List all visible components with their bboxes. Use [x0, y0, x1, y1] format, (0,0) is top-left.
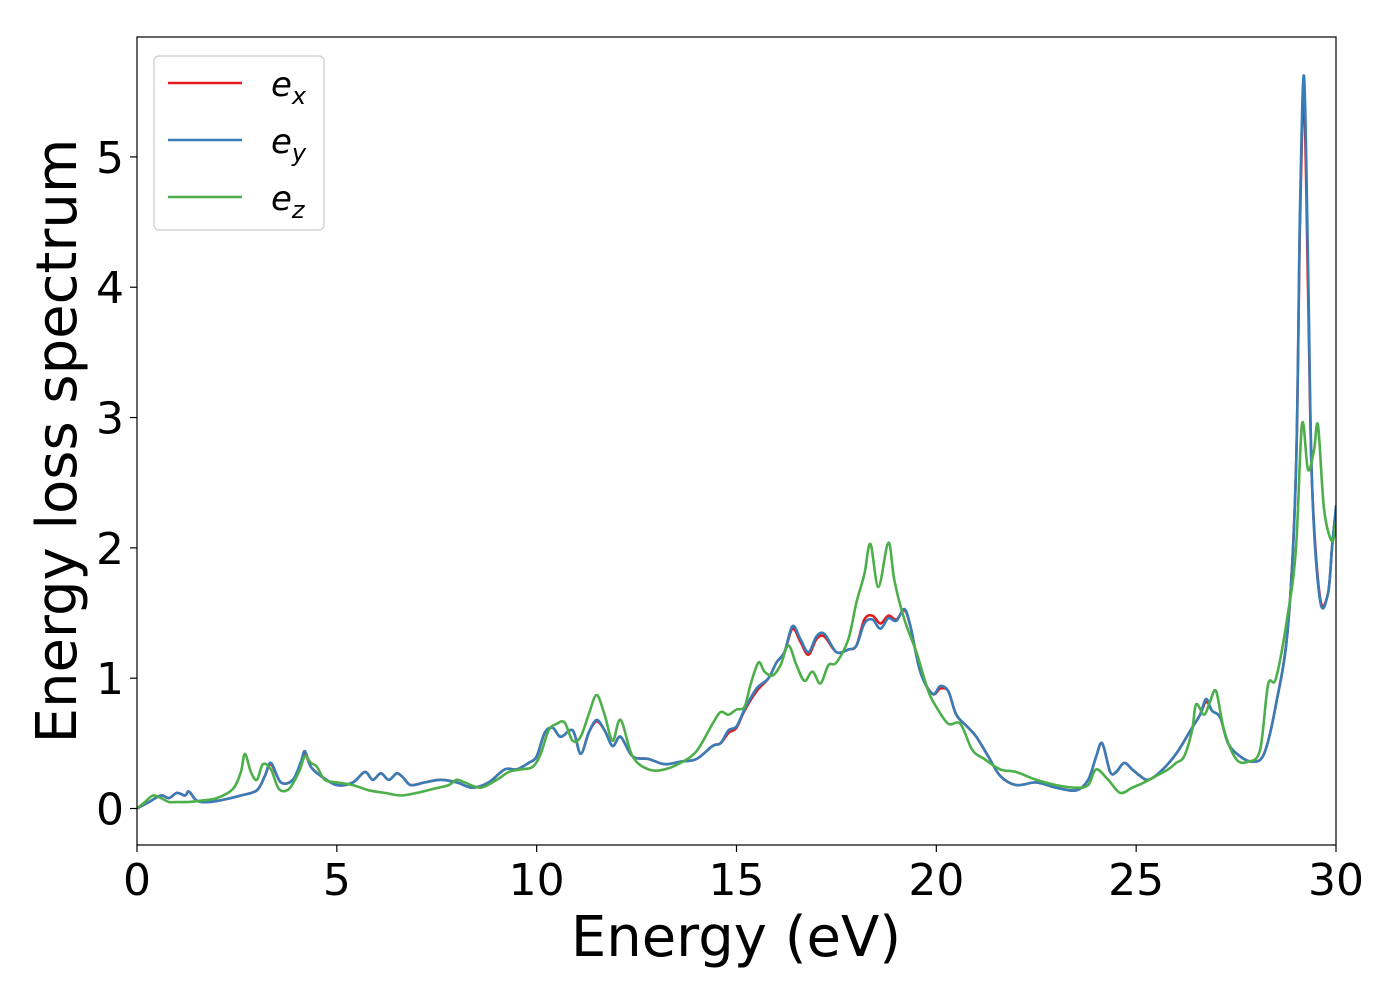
- x-tick-label: 5: [323, 855, 351, 906]
- y-tick-label: 1: [96, 654, 124, 705]
- y-tick-label: 5: [96, 133, 124, 184]
- y-tick-label: 2: [96, 524, 124, 575]
- series-layer: [137, 74, 1336, 810]
- y-tick-label: 3: [96, 394, 124, 445]
- x-tick-label: 15: [709, 855, 765, 906]
- x-tick-label: 20: [908, 855, 964, 906]
- x-axis-label: Energy (eV): [571, 905, 901, 970]
- x-tick-label: 25: [1108, 855, 1164, 906]
- y-tick-label: 4: [96, 263, 124, 314]
- x-tick-label: 30: [1308, 855, 1364, 906]
- y-axis-label: Energy loss spectrum: [25, 139, 90, 744]
- y-tick-label: 0: [96, 785, 124, 836]
- legend-frame: [153, 55, 325, 231]
- x-tick-label: 10: [509, 855, 565, 906]
- series-line-e-z: [137, 420, 1336, 810]
- x-axis-ticks: 0 5 10 15 20 25 30: [123, 845, 1364, 906]
- x-tick-label: 0: [123, 855, 151, 906]
- y-axis-ticks: 0 1 2 3 4 5: [96, 133, 137, 836]
